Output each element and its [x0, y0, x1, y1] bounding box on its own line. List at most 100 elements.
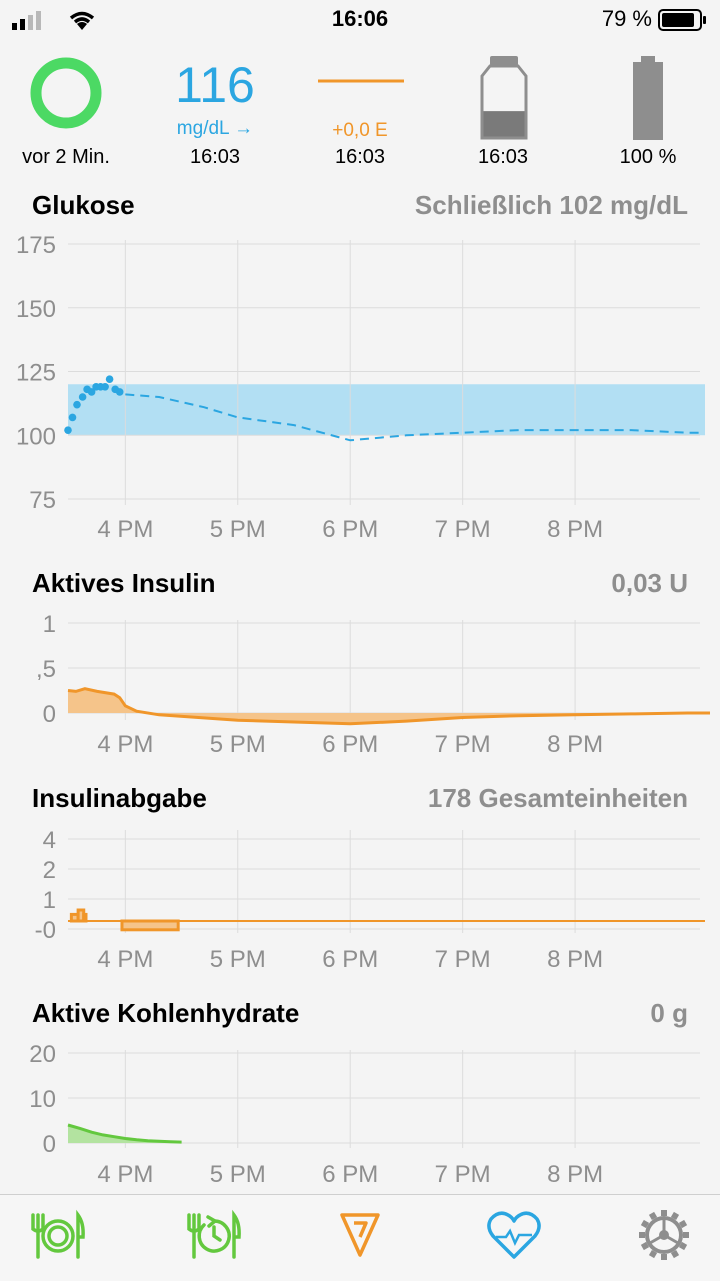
target-range-band — [68, 384, 705, 436]
plate-clock-icon — [187, 1209, 241, 1259]
y-tick-label: 125 — [16, 360, 56, 387]
gear-tooth — [639, 1232, 645, 1238]
battery-icon — [658, 9, 706, 31]
active-insulin-title: Aktives Insulin — [32, 568, 216, 598]
x-tick-label: 5 PM — [210, 731, 266, 758]
x-tick-label: 6 PM — [322, 731, 378, 758]
glucose-point — [105, 375, 114, 383]
x-tick-label: 7 PM — [435, 516, 491, 543]
glucose-value: 116 — [175, 57, 255, 113]
battery-percent: 79 % — [601, 6, 652, 31]
pump-battery-icon — [633, 56, 663, 140]
glucose-point — [87, 388, 96, 396]
x-tick-label: 7 PM — [435, 946, 491, 973]
status-bar: 16:06 79 % — [0, 0, 720, 40]
y-tick-label: 1 — [43, 887, 56, 914]
tab-bar — [0, 1194, 720, 1281]
reservoir-time: 16:03 — [477, 146, 529, 168]
active-insulin-line — [67, 687, 710, 726]
x-tick-label: 4 PM — [97, 731, 153, 758]
status-time: 16:06 — [331, 6, 389, 31]
gear-tooth — [640, 1219, 650, 1229]
x-tick-label: 7 PM — [435, 1161, 491, 1188]
x-tick-label: 7 PM — [435, 731, 491, 758]
glucose-point — [78, 393, 87, 401]
loop-ring-icon — [30, 57, 102, 129]
glucose-time: 16:03 — [189, 146, 241, 168]
tab-health[interactable] — [484, 1205, 544, 1265]
gear-tooth — [683, 1232, 689, 1238]
basal-delivery-bar — [120, 919, 180, 932]
x-tick-label: 8 PM — [547, 731, 603, 758]
gear-tooth — [670, 1211, 680, 1221]
gear-icon — [639, 1210, 689, 1260]
loop-age: vor 2 Min. — [22, 146, 110, 168]
reservoir-fill — [483, 111, 525, 137]
y-tick-label: 75 — [29, 487, 56, 514]
basal-line-icon — [318, 79, 404, 83]
x-tick-label: 5 PM — [210, 946, 266, 973]
y-tick-label: 100 — [16, 423, 56, 450]
active-carbs-line — [67, 1123, 182, 1144]
gear-tooth — [670, 1249, 680, 1259]
x-tick-label: 8 PM — [547, 516, 603, 543]
insulin-time: 16:03 — [334, 146, 386, 168]
glucose-point — [68, 413, 77, 422]
active-carbs-chart[interactable]: 20 10 0 4 PM 5 PM 6 PM 7 PM 8 PM — [0, 1040, 720, 1192]
x-tick-label: 4 PM — [97, 1161, 153, 1188]
y-tick-label: 10 — [29, 1086, 56, 1113]
tab-settings[interactable] — [634, 1205, 694, 1265]
gear-tooth — [648, 1211, 658, 1221]
x-tick-label: 6 PM — [322, 516, 378, 543]
gear-tooth — [678, 1241, 688, 1251]
signal-icon — [12, 11, 41, 30]
plate-icon — [31, 1209, 85, 1259]
x-tick-label: 6 PM — [322, 946, 378, 973]
x-tick-label: 5 PM — [210, 1161, 266, 1188]
glucose-point — [115, 388, 124, 396]
y-tick-label: 0 — [43, 701, 56, 728]
insulin-value: +0,0 E — [332, 120, 388, 141]
bolus-icon — [340, 1213, 380, 1257]
y-tick-label: 175 — [16, 232, 56, 259]
active-insulin-chart[interactable]: 1 ,5 0 4 PM 5 PM 6 PM 7 PM 8 PM — [0, 610, 720, 760]
pump-battery-fill — [633, 62, 663, 140]
y-tick-label: -0 — [35, 917, 56, 944]
tab-carb-history[interactable] — [184, 1205, 244, 1265]
x-tick-label: 4 PM — [97, 946, 153, 973]
active-insulin-value: 0,03 U — [611, 568, 688, 598]
tab-add-carbs[interactable] — [28, 1205, 88, 1265]
y-tick-label: 150 — [16, 296, 56, 323]
predicted-glucose-line — [125, 393, 699, 442]
gear-tooth — [678, 1219, 688, 1229]
insulin-delivery-title: Insulinabgabe — [32, 783, 207, 813]
glucose-point — [73, 400, 81, 409]
x-tick-label: 6 PM — [322, 1161, 378, 1188]
x-tick-label: 8 PM — [547, 1161, 603, 1188]
reservoir-icon — [480, 56, 528, 140]
y-tick-label: 20 — [29, 1041, 56, 1068]
glucose-title: Glukose — [32, 190, 135, 220]
y-tick-label: 2 — [43, 857, 56, 884]
active-carbs-area — [68, 1125, 182, 1143]
wifi-icon — [69, 11, 95, 30]
gear-tooth — [661, 1254, 667, 1260]
active-carbs-value: 0 g — [650, 998, 688, 1028]
y-tick-label: 4 — [43, 827, 56, 854]
glucose-point — [101, 383, 109, 391]
y-tick-label: 0 — [43, 1131, 56, 1158]
x-tick-label: 4 PM — [97, 516, 153, 543]
gear-tooth — [640, 1241, 650, 1251]
glucose-unit-trend: mg/dL → — [176, 118, 254, 139]
glucose-point — [64, 426, 72, 434]
pump-battery-value: 100 % — [619, 146, 677, 168]
gear-tooth — [648, 1249, 658, 1259]
glucose-eventual: Schließlich 102 mg/dL — [414, 190, 688, 220]
tab-bolus[interactable] — [330, 1205, 390, 1265]
x-tick-label: 8 PM — [547, 946, 603, 973]
x-tick-label: 5 PM — [210, 516, 266, 543]
y-tick-label: 1 — [43, 611, 56, 638]
glucose-chart[interactable]: 175 150 125 100 75 4 PM 5 PM 6 PM 7 PM 8 PM — [0, 230, 720, 550]
insulin-delivery-chart[interactable]: 4 2 1 -0 4 PM 5 PM 6 PM 7 PM 8 PM — [0, 825, 720, 975]
active-carbs-title: Aktive Kohlenhydrate — [32, 998, 300, 1028]
